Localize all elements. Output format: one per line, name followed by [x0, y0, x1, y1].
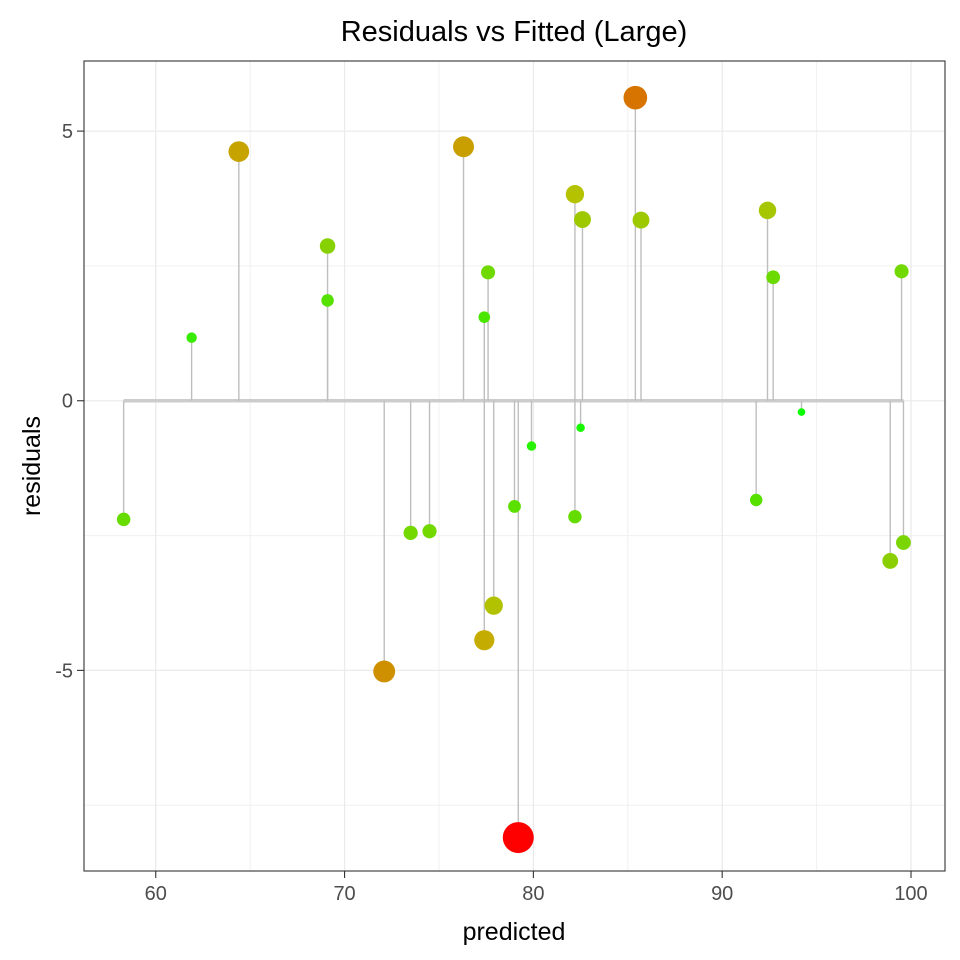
data-point: [403, 525, 418, 541]
x-axis: 60 70 80 90 100: [145, 871, 928, 905]
data-point: [896, 535, 911, 550]
data-point: [749, 493, 763, 507]
y-tick-label: 0: [62, 391, 73, 413]
residual-segments: [122, 97, 905, 838]
data-point: [576, 423, 585, 432]
x-tick-label: 100: [894, 883, 927, 905]
y-tick-label: -5: [55, 660, 73, 682]
panel-border: [83, 60, 946, 872]
data-point: [321, 294, 334, 307]
x-tick-label: 60: [145, 883, 167, 905]
data-point: [319, 238, 336, 254]
data-point: [632, 211, 650, 229]
data-point: [186, 332, 197, 343]
data-point: [481, 265, 496, 280]
x-tick-label: 80: [522, 883, 544, 905]
data-point: [882, 553, 899, 569]
data-point: [478, 311, 491, 323]
x-axis-title: predicted: [463, 918, 566, 946]
data-point: [766, 270, 781, 285]
x-tick-label: 70: [333, 883, 355, 905]
x-tick-label: 90: [711, 883, 733, 905]
data-point: [484, 596, 503, 615]
y-tick-label: 5: [62, 121, 73, 143]
data-point: [894, 264, 909, 279]
y-axis-title: residuals: [18, 416, 46, 516]
y-axis: -5 0 5: [55, 121, 84, 682]
data-point: [797, 408, 806, 416]
data-point: [453, 136, 474, 158]
data-point: [116, 512, 131, 527]
data-point: [474, 630, 495, 651]
data-point: [573, 211, 591, 229]
data-point: [508, 500, 521, 513]
data-point: [228, 141, 250, 162]
data-point: [758, 201, 777, 220]
data-point: [568, 510, 582, 524]
data-point: [526, 441, 537, 451]
data-point: [422, 524, 437, 539]
data-point: [373, 660, 396, 683]
chart-title: Residuals vs Fitted (Large): [341, 16, 688, 48]
data-point: [623, 85, 648, 110]
data-points: [116, 85, 911, 854]
minor-grid: [84, 61, 945, 871]
data-point: [565, 185, 585, 204]
data-point: [502, 822, 534, 854]
